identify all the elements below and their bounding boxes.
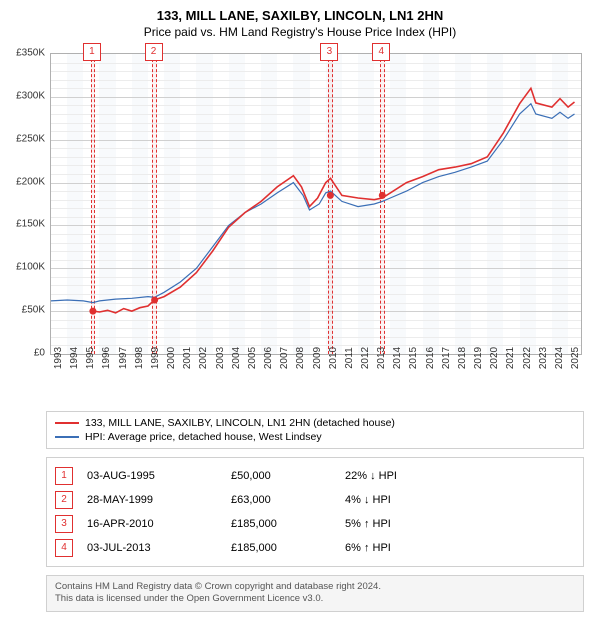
x-tick-label: 2007	[279, 347, 290, 369]
event-price: £185,000	[231, 542, 331, 554]
event-price: £185,000	[231, 518, 331, 530]
legend-swatch	[55, 436, 79, 438]
sale-dot	[89, 308, 96, 315]
event-date: 16-APR-2010	[87, 518, 217, 530]
x-tick-label: 1997	[118, 347, 129, 369]
table-row: 4 03-JUL-2013 £185,000 6% ↑ HPI	[55, 536, 575, 560]
legend-row: 133, MILL LANE, SAXILBY, LINCOLN, LN1 2H…	[55, 416, 575, 430]
sale-event-badge: 3	[320, 43, 338, 61]
x-tick-label: 1998	[134, 347, 145, 369]
x-tick-label: 2020	[489, 347, 500, 369]
x-tick-label: 1999	[150, 347, 161, 369]
line-layer	[51, 54, 581, 354]
x-tick-label: 2024	[554, 347, 565, 369]
table-row: 2 28-MAY-1999 £63,000 4% ↓ HPI	[55, 488, 575, 512]
y-tick-label: £300K	[5, 90, 45, 101]
event-date: 28-MAY-1999	[87, 494, 217, 506]
x-tick-label: 2001	[182, 347, 193, 369]
event-diff: 22% ↓ HPI	[345, 470, 465, 482]
x-tick-label: 2009	[312, 347, 323, 369]
sale-event-badge: 4	[372, 43, 390, 61]
x-tick-label: 1993	[53, 347, 64, 369]
x-tick-label: 2022	[522, 347, 533, 369]
event-index-badge: 4	[55, 539, 73, 557]
x-tick-label: 2012	[360, 347, 371, 369]
legend-swatch	[55, 422, 79, 424]
table-row: 1 03-AUG-1995 £50,000 22% ↓ HPI	[55, 464, 575, 488]
legend-label: 133, MILL LANE, SAXILBY, LINCOLN, LN1 2H…	[85, 417, 395, 429]
x-tick-label: 1995	[85, 347, 96, 369]
event-price: £50,000	[231, 470, 331, 482]
x-tick-label: 2011	[344, 347, 355, 369]
plot-area	[50, 53, 582, 355]
attribution-line2: This data is licensed under the Open Gov…	[55, 593, 575, 605]
x-tick-label: 1996	[101, 347, 112, 369]
y-tick-label: £0	[5, 348, 45, 359]
sale-event-badge: 2	[145, 43, 163, 61]
series-line	[93, 88, 575, 313]
y-tick-label: £50K	[5, 305, 45, 316]
sale-dot	[327, 192, 334, 199]
event-diff: 6% ↑ HPI	[345, 542, 465, 554]
attribution-box: Contains HM Land Registry data © Crown c…	[46, 575, 584, 612]
x-tick-label: 2021	[505, 347, 516, 369]
x-tick-label: 2000	[166, 347, 177, 369]
y-tick-label: £350K	[5, 48, 45, 59]
chart-area: £0£50K£100K£150K£200K£250K£300K£350K1993…	[40, 43, 600, 373]
x-tick-label: 2019	[473, 347, 484, 369]
legend-row: HPI: Average price, detached house, West…	[55, 430, 575, 444]
legend-box: 133, MILL LANE, SAXILBY, LINCOLN, LN1 2H…	[46, 411, 584, 449]
sale-dot	[151, 297, 158, 304]
x-tick-label: 2005	[247, 347, 258, 369]
attribution-line1: Contains HM Land Registry data © Crown c…	[55, 581, 575, 593]
table-row: 3 16-APR-2010 £185,000 5% ↑ HPI	[55, 512, 575, 536]
chart-title: 133, MILL LANE, SAXILBY, LINCOLN, LN1 2H…	[0, 0, 600, 23]
event-index-badge: 2	[55, 491, 73, 509]
x-tick-label: 2002	[198, 347, 209, 369]
y-tick-label: £100K	[5, 262, 45, 273]
x-tick-label: 2017	[441, 347, 452, 369]
x-tick-label: 2016	[425, 347, 436, 369]
x-tick-label: 2014	[392, 347, 403, 369]
events-table: 1 03-AUG-1995 £50,000 22% ↓ HPI 2 28-MAY-1999…	[46, 457, 584, 567]
x-tick-label: 2023	[538, 347, 549, 369]
event-diff: 5% ↑ HPI	[345, 518, 465, 530]
y-tick-label: £150K	[5, 219, 45, 230]
event-diff: 4% ↓ HPI	[345, 494, 465, 506]
chart-subtitle: Price paid vs. HM Land Registry's House …	[0, 23, 600, 43]
chart-container: 133, MILL LANE, SAXILBY, LINCOLN, LN1 2H…	[0, 0, 600, 620]
event-price: £63,000	[231, 494, 331, 506]
x-tick-label: 2008	[295, 347, 306, 369]
event-date: 03-JUL-2013	[87, 542, 217, 554]
x-tick-label: 2006	[263, 347, 274, 369]
x-tick-label: 2015	[408, 347, 419, 369]
x-tick-label: 2003	[215, 347, 226, 369]
sale-dot	[379, 192, 386, 199]
legend-label: HPI: Average price, detached house, West…	[85, 431, 322, 443]
y-tick-label: £200K	[5, 176, 45, 187]
x-tick-label: 2013	[376, 347, 387, 369]
x-tick-label: 2025	[570, 347, 581, 369]
x-tick-label: 2018	[457, 347, 468, 369]
x-tick-label: 2004	[231, 347, 242, 369]
event-date: 03-AUG-1995	[87, 470, 217, 482]
sale-event-badge: 1	[83, 43, 101, 61]
y-tick-label: £250K	[5, 133, 45, 144]
event-index-badge: 1	[55, 467, 73, 485]
event-index-badge: 3	[55, 515, 73, 533]
x-tick-label: 1994	[69, 347, 80, 369]
x-tick-label: 2010	[328, 347, 339, 369]
